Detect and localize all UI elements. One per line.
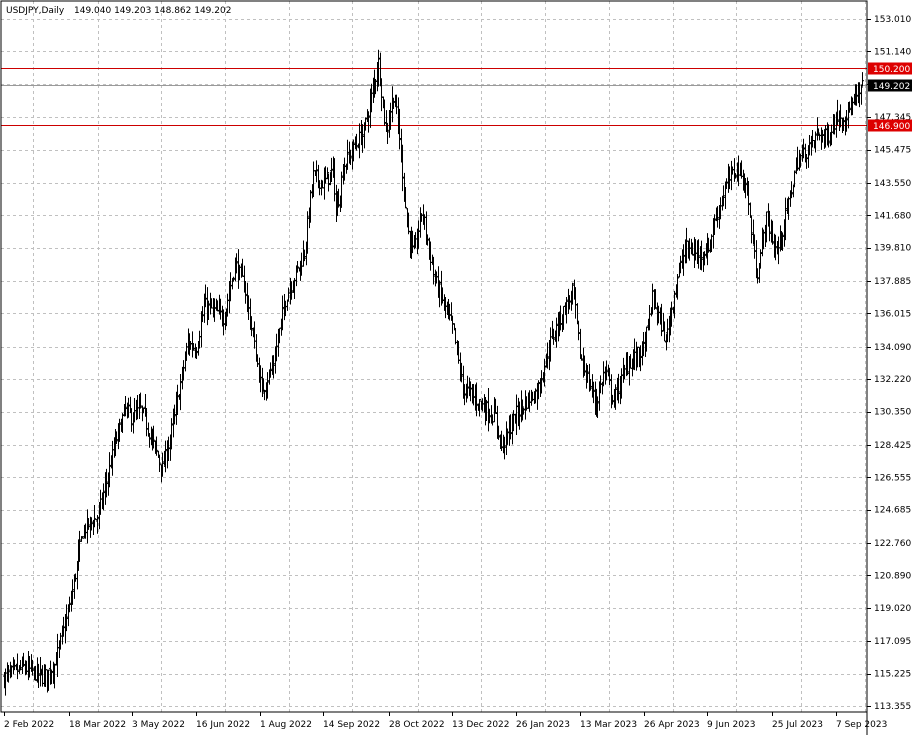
price-tick-label: 139.810 [874, 244, 911, 254]
price-tick-label: 119.020 [874, 604, 911, 614]
price-tick-label: 132.220 [874, 375, 911, 385]
time-tick-label: 3 May 2022 [132, 720, 185, 730]
price-tick-label: 120.890 [874, 571, 911, 581]
price-tick-label: 143.550 [874, 179, 911, 189]
price-tick-label: 113.355 [874, 702, 911, 712]
price-tick-label: 122.760 [874, 539, 911, 549]
time-tick-label: 9 Jun 2023 [707, 720, 755, 730]
current-price-tag [868, 79, 912, 92]
price-tick-label: 134.090 [874, 343, 911, 353]
price-tick-label: 117.095 [874, 637, 911, 647]
grid-lines [1, 1, 867, 712]
price-tick-label: 145.475 [874, 146, 911, 156]
time-axis: 2 Feb 2022 18 Mar 2022 3 May 2022 16 Jun 20… [4, 712, 887, 730]
time-tick-label: 28 Oct 2022 [389, 720, 445, 730]
price-tick-label: 136.015 [874, 309, 911, 319]
price-tick-label: 124.685 [874, 506, 911, 516]
level-price-tag [868, 119, 912, 132]
current-price-tag-label: 149.202 [873, 82, 910, 92]
price-tick-label: 147.345 [874, 113, 911, 123]
time-tick-label: 18 Mar 2022 [69, 720, 126, 730]
time-tick-label: 14 Sep 2022 [323, 720, 380, 730]
time-tick-label: 13 Dec 2022 [452, 720, 510, 730]
price-tick-label: 115.225 [874, 670, 911, 680]
time-tick-label: 1 Aug 2022 [260, 720, 312, 730]
price-tick-label: 137.885 [874, 277, 911, 287]
level-price-tag-label: 146.900 [873, 122, 910, 132]
price-tags: 150.200 146.900 149.202 [868, 62, 912, 132]
ohlc-bars [3, 49, 864, 696]
price-tick-label: 151.140 [874, 47, 911, 57]
time-tick-label: 16 Jun 2022 [196, 720, 250, 730]
time-tick-label: 13 Mar 2023 [580, 720, 637, 730]
price-tick-label: 130.350 [874, 408, 911, 418]
time-tick-label: 2 Feb 2022 [4, 720, 54, 730]
level-price-tag-label: 150.200 [873, 65, 910, 75]
price-tick-label: 153.010 [874, 15, 911, 25]
time-tick-label: 7 Sep 2023 [836, 720, 887, 730]
price-tick-label: 141.680 [874, 211, 911, 221]
horizontal-levels[interactable] [1, 68, 867, 126]
time-tick-label: 25 Jul 2023 [772, 720, 823, 730]
chart-symbol-label: USDJPY,Daily [6, 6, 65, 16]
price-tick-label: 128.425 [874, 441, 911, 451]
price-tick-label: 126.555 [874, 473, 911, 483]
chart-ohlc-readout: 149.040 149.203 148.862 149.202 [74, 6, 231, 16]
time-tick-label: 26 Apr 2023 [644, 720, 700, 730]
time-tick-label: 26 Jan 2023 [516, 720, 570, 730]
level-price-tag [868, 62, 912, 75]
